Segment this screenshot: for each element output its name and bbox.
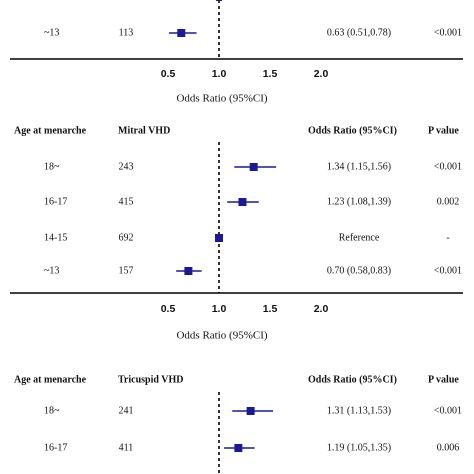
header-odds-ratio: Odds Ratio (95%CI) <box>308 125 397 136</box>
x-tick-label: 2.0 <box>314 68 329 80</box>
row-category: 16-17 <box>44 442 67 453</box>
row-category: 18~ <box>44 405 60 416</box>
point-estimate-marker <box>246 407 255 415</box>
row-count: 113 <box>119 27 134 38</box>
header-outcome: Mitral VHD <box>118 125 170 136</box>
point-estimate-marker <box>234 444 243 452</box>
header-p-value: P value <box>428 374 459 385</box>
point-estimate-marker <box>215 234 223 242</box>
row-category: ~13 <box>44 265 59 276</box>
row-p-value: <0.001 <box>434 405 462 416</box>
row-odds-ratio: 1.31 (1.13,1.53) <box>327 405 391 416</box>
header-age-at-menarche: Age at menarche <box>14 374 87 385</box>
header-odds-ratio: Odds Ratio (95%CI) <box>308 374 397 385</box>
header-age-at-menarche: Age at menarche <box>14 125 87 136</box>
x-tick-label: 1.5 <box>263 68 278 80</box>
row-odds-ratio: 1.23 (1.08,1.39) <box>327 196 391 207</box>
row-p-value: - <box>446 232 449 243</box>
x-tick-label: 0.5 <box>161 303 176 315</box>
x-tick-label: 2.0 <box>314 303 329 315</box>
row-p-value: <0.001 <box>434 161 462 172</box>
row-p-value: 0.002 <box>437 196 460 207</box>
row-p-value: 0.006 <box>437 442 460 453</box>
row-odds-ratio: 1.19 (1.05,1.35) <box>327 442 391 453</box>
row-category: 16-17 <box>44 196 67 207</box>
row-odds-ratio: 0.63 (0.51,0.78) <box>327 27 391 38</box>
x-tick-label: 1.0 <box>212 68 227 80</box>
row-category: 14-15 <box>44 232 67 243</box>
row-odds-ratio: 0.70 (0.58,0.83) <box>327 265 391 276</box>
row-count: 243 <box>119 161 134 172</box>
point-estimate-marker <box>184 267 193 275</box>
row-count: 157 <box>119 265 134 276</box>
row-count: 415 <box>119 196 134 207</box>
x-axis-label: Odds Ratio (95%CI) <box>176 330 267 342</box>
row-p-value: <0.001 <box>434 265 462 276</box>
x-tick-label: 0.5 <box>161 68 176 80</box>
header-outcome: Tricuspid VHD <box>118 374 183 385</box>
x-axis-label: Odds Ratio (95%CI) <box>176 93 267 105</box>
row-category: ~13 <box>44 27 59 38</box>
row-count: 411 <box>119 442 134 453</box>
row-odds-ratio: 1.34 (1.15,1.56) <box>327 161 391 172</box>
row-category: 18~ <box>44 161 60 172</box>
row-count: 241 <box>119 405 134 416</box>
row-p-value: <0.001 <box>434 27 462 38</box>
row-odds-ratio: Reference <box>339 232 380 243</box>
x-tick-label: 1.5 <box>263 303 278 315</box>
row-count: 692 <box>119 232 134 243</box>
header-p-value: P value <box>428 125 459 136</box>
point-estimate-marker <box>249 163 258 171</box>
x-tick-label: 1.0 <box>212 303 227 315</box>
point-estimate-marker <box>238 198 247 206</box>
point-estimate-marker <box>177 29 186 37</box>
